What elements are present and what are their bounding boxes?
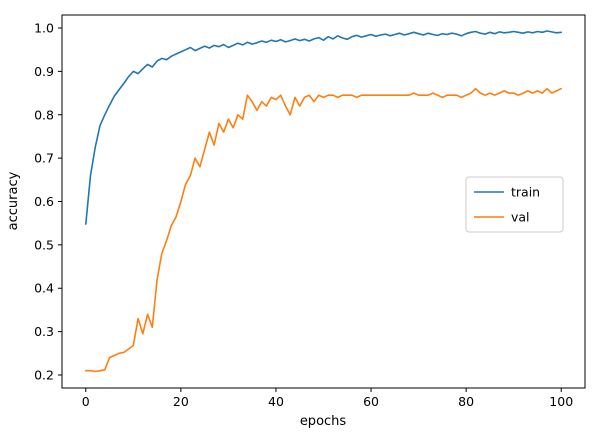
x-axis-label: epochs — [300, 414, 347, 429]
y-tick-label: 0.7 — [34, 151, 54, 166]
legend-label-train: train — [511, 185, 540, 200]
x-tick-label: 0 — [82, 394, 90, 409]
x-tick-label: 80 — [458, 394, 474, 409]
series-line-val — [85, 87, 563, 373]
legend-label-val: val — [511, 210, 530, 225]
legend-box — [465, 176, 564, 233]
y-tick-label: 0.8 — [34, 107, 54, 122]
x-tick-label: 20 — [173, 394, 189, 409]
y-tick-label: 0.5 — [34, 237, 54, 252]
y-axis-label: accuracy — [6, 171, 21, 230]
y-tick-label: 0.2 — [34, 367, 54, 382]
x-tick-label: 40 — [268, 394, 284, 409]
x-tick-label: 60 — [363, 394, 379, 409]
y-tick-label: 1.0 — [34, 21, 54, 36]
y-tick-label: 0.6 — [34, 194, 54, 209]
y-tick-label: 0.4 — [34, 281, 54, 296]
y-tick-label: 0.9 — [34, 64, 54, 79]
x-tick-label: 100 — [549, 394, 573, 409]
y-tick-label: 0.3 — [34, 324, 54, 339]
series-line-train — [85, 30, 563, 225]
